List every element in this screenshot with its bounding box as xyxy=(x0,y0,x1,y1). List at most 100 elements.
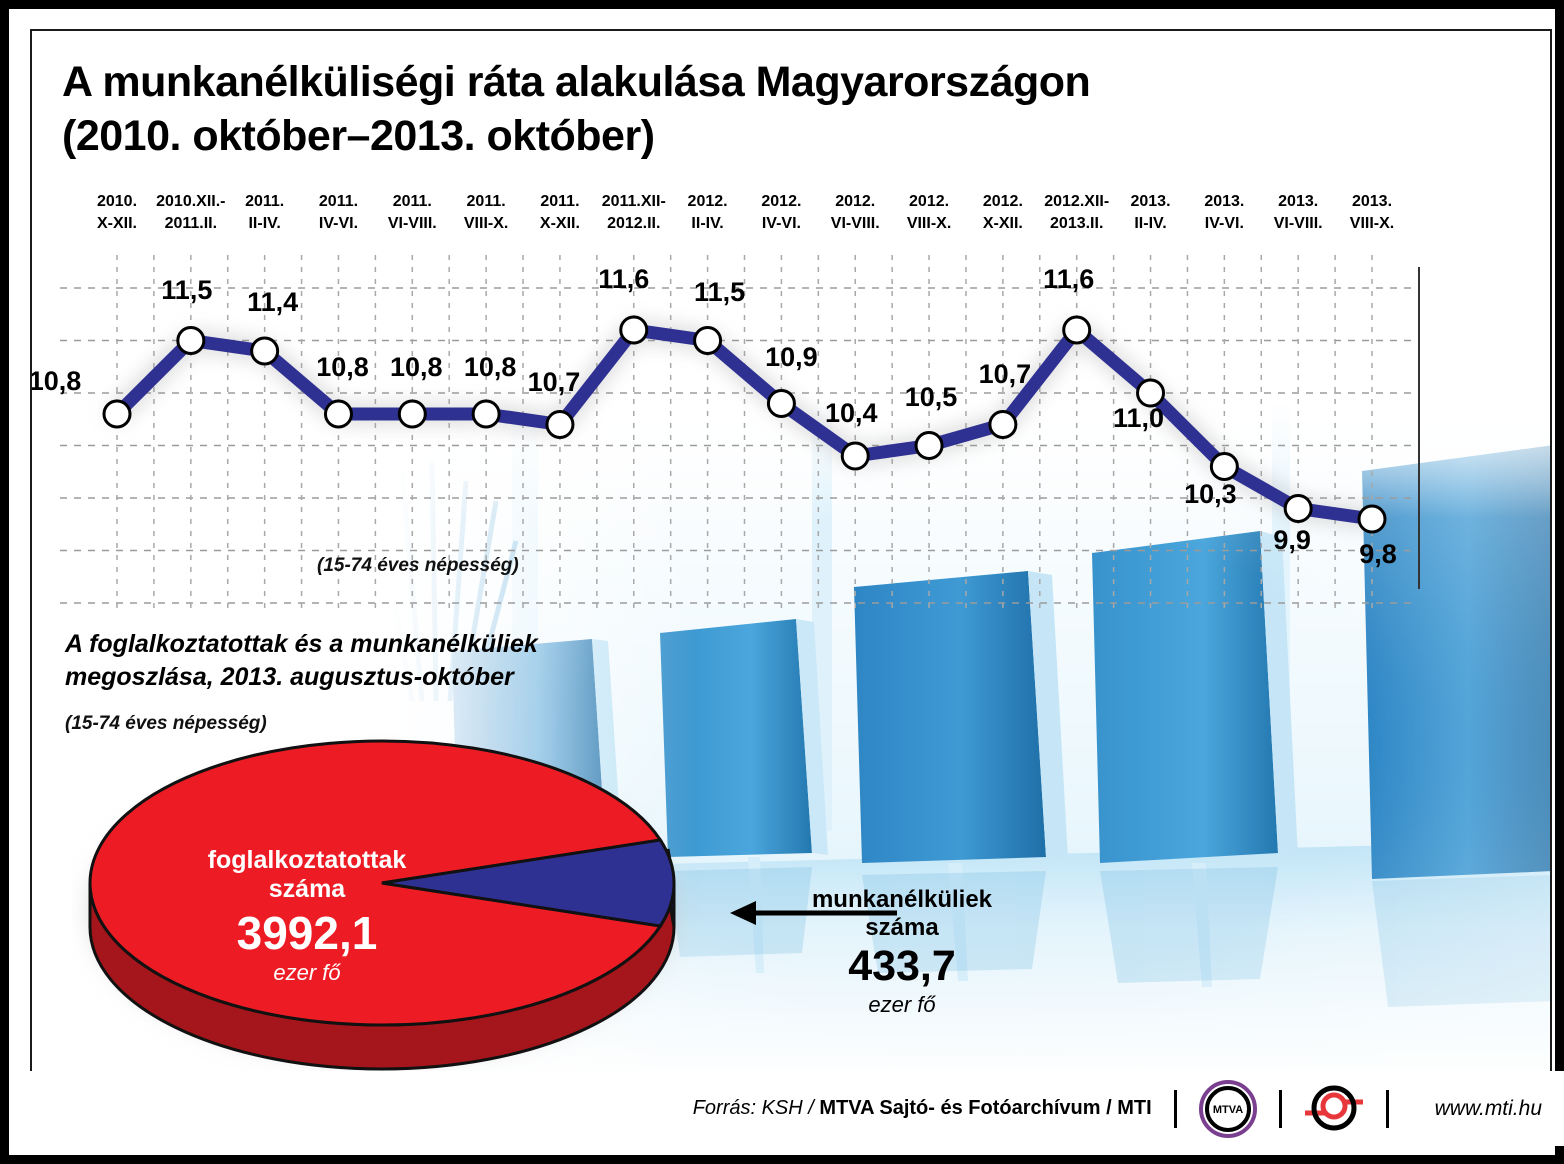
source-credit: Forrás: KSH / MTVA Sajtó- és Fotóarchívu… xyxy=(693,1097,1152,1120)
x-axis-label-5-line-2: VIII-X. xyxy=(463,214,509,232)
x-axis-label-1-line-1: 2010.XII.- xyxy=(156,193,226,210)
value-label-6: 10,7 xyxy=(527,366,581,397)
data-point-8 xyxy=(693,326,723,355)
x-axis-label-16-line-2: VI-VIII. xyxy=(1273,214,1323,232)
footer-divider-3 xyxy=(1385,1089,1389,1128)
mti-logo-icon xyxy=(1304,1085,1363,1130)
x-axis-label-2-line-1: 2011. xyxy=(245,193,285,210)
x-axis-label-10-line-2: VI-VIII. xyxy=(830,214,880,232)
x-axis-label-8: 2012. II-IV. xyxy=(643,191,773,234)
source-prefix: Forrás: KSH / xyxy=(692,1097,820,1119)
value-label-12: 10,7 xyxy=(978,358,1032,389)
pie-label-employed: foglalkoztatottak száma 3992,1 ezer fő xyxy=(142,846,472,986)
x-axis-label-16: 2013. VI-VIII. xyxy=(1233,191,1363,234)
x-axis-label-15-line-2: IV-VI. xyxy=(1204,214,1244,232)
data-point-1 xyxy=(176,326,206,355)
data-point-13 xyxy=(1062,315,1092,345)
value-label-14: 11,0 xyxy=(1112,403,1165,433)
x-axis-label-11-line-1: 2012. xyxy=(909,193,950,210)
x-axis-label-7-line-1: 2011.XII- xyxy=(601,193,666,210)
x-axis-label-17-line-1: 2013. xyxy=(1351,193,1393,210)
x-axis-label-11: 2012. VIII-X. xyxy=(864,191,994,234)
unemployment-rate-line-chart: 10,8 11,5 11,4 10,8 10,8 10,8 10,7 11,6 11,5 10,9… xyxy=(30,253,1550,613)
x-axis-label-9-line-1: 2012. xyxy=(761,193,802,210)
x-axis-label-13: 2012.XII- 2013.II. xyxy=(1012,191,1142,234)
x-axis-label-9-line-2: IV-VI. xyxy=(761,214,801,232)
value-label-1: 11,5 xyxy=(161,274,213,305)
value-label-3: 10,8 xyxy=(316,352,369,382)
plot-right-rule xyxy=(1418,267,1420,589)
value-label-11: 10,5 xyxy=(904,381,958,412)
data-point-7 xyxy=(619,315,649,345)
employed-value: 3992,1 xyxy=(236,906,378,959)
data-point-2 xyxy=(250,336,280,366)
data-point-15 xyxy=(1209,452,1239,481)
x-axis-label-1: 2010.XII.- 2011.II. xyxy=(126,191,256,234)
x-axis-label-16-line-1: 2013. xyxy=(1278,193,1319,210)
x-axis-label-12-line-2: X-XII. xyxy=(982,214,1023,232)
pie-slice-employed xyxy=(88,739,663,1027)
data-point-3 xyxy=(323,399,353,429)
employed-unit: ezer fő xyxy=(273,960,341,986)
x-axis-label-5-line-1: 2011. xyxy=(466,193,506,210)
x-axis-label-14-line-1: 2013. xyxy=(1130,193,1171,210)
horizontal-gridlines xyxy=(60,287,1418,604)
x-axis-label-3-line-1: 2011. xyxy=(318,193,359,210)
pie-label-unemployed: munkanélküliek száma 433,7 ezer fő xyxy=(737,886,1067,1019)
content-frame: A munkanélküliségi ráta alakulása Magyar… xyxy=(30,29,1552,1087)
x-axis-label-6-line-2: X-XII. xyxy=(539,214,580,232)
value-label-13: 11,6 xyxy=(1043,264,1095,294)
x-axis-label-7: 2011.XII- 2012.II. xyxy=(569,191,699,234)
x-axis-label-6-line-1: 2011. xyxy=(540,193,580,210)
unemployed-value: 433,7 xyxy=(848,942,956,991)
x-axis-label-2: 2011. II-IV. xyxy=(200,191,330,234)
value-label-0: 10,8 xyxy=(30,366,82,396)
x-axis-label-11-line-2: VIII-X. xyxy=(906,214,952,232)
x-axis-label-6: 2011. X-XII. xyxy=(495,191,625,234)
employed-label-line-1: foglalkoztatottak xyxy=(207,846,407,874)
value-label-4: 10,8 xyxy=(390,352,443,382)
x-axis-label-12-line-1: 2012. xyxy=(982,193,1023,210)
value-label-9: 10,9 xyxy=(765,341,818,372)
value-label-10: 10,4 xyxy=(824,398,878,428)
data-point-17 xyxy=(1357,504,1387,534)
x-axis-label-3: 2011. IV-VI. xyxy=(273,191,403,234)
x-axis-label-3-line-2: IV-VI. xyxy=(318,214,359,232)
x-axis-label-1-line-2: 2011.II. xyxy=(164,214,218,232)
page-title: A munkanélküliségi ráta alakulása Magyar… xyxy=(62,56,1262,164)
data-point-5 xyxy=(471,399,501,429)
employed-label-line-2: száma xyxy=(268,874,346,903)
x-axis-label-8-line-2: II-IV. xyxy=(691,214,724,232)
x-axis-label-10-line-1: 2012. xyxy=(835,193,876,210)
x-axis-label-0-line-1: 2010. xyxy=(96,193,138,210)
value-label-2: 11,4 xyxy=(247,287,299,317)
data-point-12 xyxy=(988,410,1018,439)
data-point-14 xyxy=(1136,378,1166,408)
data-point-4 xyxy=(397,399,427,429)
unemployed-unit: ezer fő xyxy=(868,992,936,1018)
value-label-7: 11,6 xyxy=(598,264,650,294)
x-axis-label-8-line-1: 2012. xyxy=(687,193,728,210)
x-axis-label-14-line-2: II-IV. xyxy=(1134,214,1167,232)
svg-text:MTVA: MTVA xyxy=(1212,1104,1242,1116)
title-line-2: (2010. október–2013. október) xyxy=(62,111,655,160)
pie-section-subtitle: (15-74 éves népesség) xyxy=(65,713,267,734)
x-axis-label-10: 2012. VI-VIII. xyxy=(790,191,920,234)
footer-url: www.mti.hu xyxy=(1434,1096,1542,1120)
x-axis-label-0: 2010. X-XII. xyxy=(52,191,182,234)
pie-slice-unemployed xyxy=(381,838,676,928)
x-axis-label-4: 2011. VI-VIII. xyxy=(347,191,477,234)
x-axis-label-7-line-2: 2012.II. xyxy=(607,214,661,232)
pie-title-line-2: megoszlása, 2013. augusztus-október xyxy=(65,662,514,691)
pie-title-line-1: A foglalkoztatottak és a munkanélküliek xyxy=(65,630,538,658)
data-point-9 xyxy=(766,389,796,418)
data-point-10 xyxy=(840,441,870,471)
x-axis-label-4-line-2: VI-VIII. xyxy=(387,214,437,232)
data-point-16 xyxy=(1283,494,1313,523)
x-axis-label-13-line-1: 2012.XII- xyxy=(1044,193,1110,210)
line-chart-note: (15-74 éves népesség) xyxy=(317,555,519,576)
value-label-15: 10,3 xyxy=(1184,478,1237,509)
x-axis-label-13-line-2: 2013.II. xyxy=(1050,214,1104,232)
data-point-6 xyxy=(545,410,575,439)
